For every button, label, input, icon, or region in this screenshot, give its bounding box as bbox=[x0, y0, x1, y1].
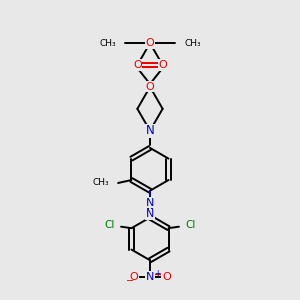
Text: O: O bbox=[162, 272, 171, 282]
Text: +: + bbox=[154, 269, 161, 278]
Text: N: N bbox=[146, 198, 154, 208]
Text: O: O bbox=[129, 272, 138, 282]
Text: O: O bbox=[146, 82, 154, 92]
Text: O: O bbox=[158, 60, 167, 70]
Text: O: O bbox=[146, 38, 154, 48]
Text: Cl: Cl bbox=[105, 220, 115, 230]
Text: CH₃: CH₃ bbox=[93, 178, 109, 188]
Text: N: N bbox=[146, 124, 154, 137]
Text: O: O bbox=[146, 82, 154, 92]
Text: CH₃: CH₃ bbox=[184, 39, 201, 48]
Text: CH₃: CH₃ bbox=[99, 39, 116, 48]
Text: O: O bbox=[133, 60, 142, 70]
Text: N: N bbox=[146, 209, 154, 220]
Text: O: O bbox=[146, 38, 154, 48]
Text: Cl: Cl bbox=[185, 220, 195, 230]
Text: N: N bbox=[146, 272, 154, 282]
Text: −: − bbox=[126, 276, 134, 286]
